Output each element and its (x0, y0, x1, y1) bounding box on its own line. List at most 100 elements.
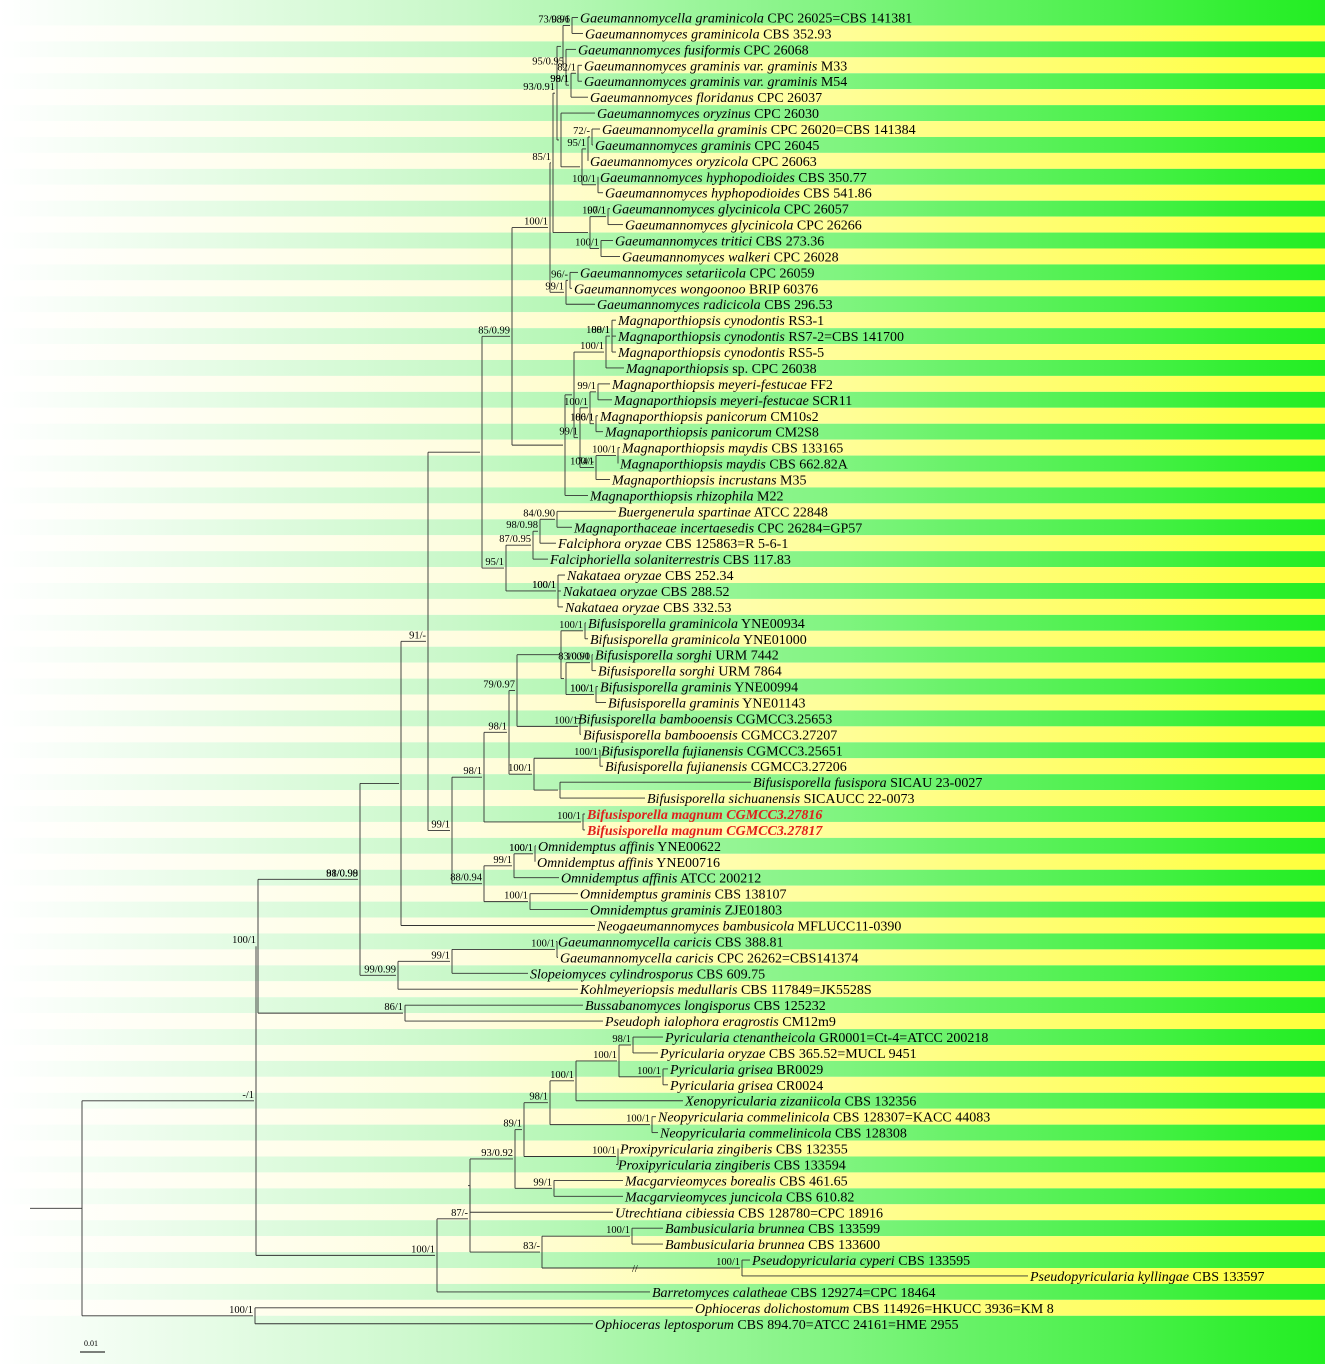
tree-branches: // (30, 17, 1028, 1325)
row-band (0, 1172, 1325, 1189)
strain-label: SICAUCC 22-0073 (800, 792, 914, 807)
row-band (0, 105, 1325, 122)
row-band (0, 25, 1325, 42)
row-band (0, 1124, 1325, 1141)
support-value: 100/1 (586, 325, 610, 336)
row-band (0, 965, 1325, 982)
row-band (0, 901, 1325, 918)
row-band (0, 216, 1325, 233)
strain-label: YNE00622 (654, 840, 721, 855)
break-mark: // (632, 1264, 638, 1275)
taxon-name: Gaeumannomyces radicicola (597, 298, 761, 313)
strain-label: CR0024 (773, 1079, 823, 1094)
taxon-name: Gaeumannomyces setariicola (580, 266, 746, 281)
taxon-label: Gaeumannomycella caricis CBS 388.81 (558, 935, 784, 950)
scale-label: 0.01 (84, 1339, 98, 1348)
row-band (0, 407, 1325, 424)
strain-label: CGMCC3.27207 (738, 728, 838, 743)
taxon-label: Gaeumannomyces fusiformis CPC 26068 (578, 43, 809, 58)
support-value: 96/- (551, 269, 568, 280)
row-band (0, 0, 1325, 26)
strain-label: CBS 273.36 (752, 235, 824, 250)
taxon-name: Gaeumannomyces hyphopodioides (600, 171, 795, 186)
taxon-name: Bifusisporella sorghi (598, 665, 715, 680)
taxon-name: Gaeumannomyces graminis var. graminis (584, 59, 818, 74)
taxon-name: Neopyricularia commelinicola (659, 1127, 831, 1142)
taxon-label: Nakataea oryzae CBS 252.34 (566, 569, 733, 584)
row-band (0, 869, 1325, 886)
support-value: 100/1 (570, 684, 594, 695)
support-value: 95/1 (485, 557, 504, 568)
taxon-label: Pseudoph ialophora eragrostis CM12m9 (604, 1015, 836, 1030)
taxon-label: Bifusisporella magnum CGMCC3.27816 (586, 808, 822, 823)
taxon-label: Omnidemptus affinis YNE00716 (537, 856, 720, 871)
taxon-name: Bambusicularia brunnea (665, 1238, 805, 1253)
support-value: 100/1 (716, 1257, 740, 1268)
support-value: 99/1 (577, 381, 596, 392)
support-value: 100/1 (524, 217, 548, 228)
strain-label: CPC 26057 (780, 203, 848, 218)
strain-label: CPC 26028 (770, 250, 838, 265)
taxon-labels: Gaeumannomycella graminicola CPC 26025=C… (530, 12, 1265, 1333)
row-band (0, 981, 1325, 998)
taxon-name: Proxipyricularia zingiberis (617, 1158, 771, 1173)
taxon-label: Pseudopyricularia kyllingae CBS 133597 (1029, 1270, 1265, 1285)
strain-label: CBS 133165 (768, 442, 843, 457)
taxon-label: Bifusisporella graminicola YNE00934 (588, 617, 805, 632)
taxon-label: Magnaporthiopsis maydis CBS 662.82A (619, 458, 849, 473)
strain-label: CBS 128308 (831, 1127, 906, 1142)
taxon-name: Bifusisporella magnum (586, 824, 723, 839)
row-band (0, 503, 1325, 520)
taxon-label: Nakataea oryzae CBS 332.53 (564, 601, 731, 616)
taxon-label: Magnaporthiopsis sp. CPC 26038 (625, 362, 817, 377)
taxon-label: Neopyricularia commelinicola CBS 128307=… (657, 1111, 990, 1126)
taxon-name: Ophioceras leptosporum (595, 1318, 734, 1333)
support-value: 100/1 (531, 938, 555, 949)
taxon-name: Bifusisporella sichuanensis (647, 792, 801, 807)
row-band (0, 630, 1325, 647)
row-band (0, 359, 1325, 376)
strain-label: BR0029 (773, 1063, 823, 1078)
taxon-name: Bifusisporella graminis (608, 696, 740, 711)
taxon-label: Kohlmeyeriopsis medullaris CBS 117849=JK… (579, 983, 872, 998)
taxon-label: Pyricularia grisea BR0029 (669, 1063, 823, 1078)
taxon-label: Bussabanomyces longisporus CBS 125232 (585, 999, 826, 1014)
strain-label: M54 (817, 75, 847, 90)
row-band (0, 646, 1325, 663)
taxon-name: Macgarvieomyces juncicola (624, 1190, 782, 1205)
taxon-name: Gaeumannomyces wongoonoo (574, 282, 745, 297)
strain-label: CM10s2 (767, 410, 819, 425)
row-band (0, 790, 1325, 807)
taxon-label: Gaeumannomyces glycinicola CPC 26057 (612, 203, 849, 218)
support-value: 100/1 (580, 341, 604, 352)
strain-label: CBS 128780=CPC 18916 (735, 1206, 883, 1221)
strain-label: ATCC 200212 (677, 872, 761, 887)
row-band (0, 710, 1325, 727)
row-band (0, 423, 1325, 440)
support-value: -/1 (242, 1090, 254, 1101)
strain-label: CBS 117.83 (719, 553, 790, 568)
support-value: 88/0.94 (450, 873, 483, 884)
taxon-name: Bifusisporella magnum (586, 808, 723, 823)
strain-label: CGMCC3.25653 (733, 712, 833, 727)
taxon-label: Bifusisporella graminicola YNE01000 (590, 633, 807, 648)
taxon-name: Omnidemptus affinis (561, 872, 678, 887)
row-band (0, 535, 1325, 552)
taxon-name: Xenopyricularia zizaniicola (684, 1095, 841, 1110)
strain-label: CPC 26037 (754, 91, 822, 106)
taxon-label: Gaeumannomyces walkeri CPC 26028 (622, 250, 839, 265)
strain-label: CBS 128307=KACC 44083 (829, 1111, 990, 1126)
row-band (0, 344, 1325, 360)
taxon-label: Bifusisporella bambooensis CGMCC3.27207 (583, 728, 837, 743)
support-value: 100/1 (550, 1070, 574, 1081)
taxon-name: Magnaporthiopsis meyeri-festucae (613, 394, 809, 409)
strain-label: RS3-1 (785, 314, 824, 329)
support-value: 86/1 (575, 413, 594, 424)
taxon-label: Falciphora oryzae CBS 125863=R 5-6-1 (557, 537, 788, 552)
support-value: 98/0.98 (506, 520, 538, 531)
taxon-name: Gaeumannomycella caricis (560, 951, 714, 966)
strain-label: RS5-5 (785, 346, 824, 361)
taxon-name: Bussabanomyces longisporus (585, 999, 751, 1014)
row-band (0, 1252, 1325, 1269)
taxon-label: Bifusisporella sorghi URM 7442 (595, 649, 779, 664)
